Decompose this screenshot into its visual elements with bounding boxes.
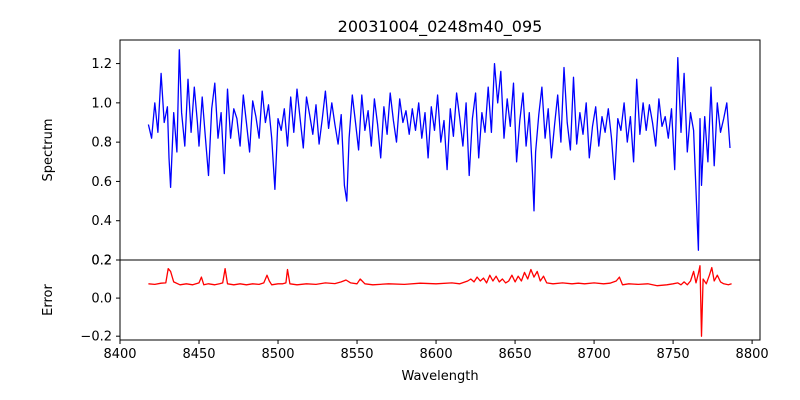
spectrum-plot-area (120, 40, 760, 260)
x-tick-label: 8750 (657, 347, 690, 362)
x-tick-label: 8450 (182, 347, 215, 362)
spectrum-series-group (147, 49, 731, 251)
spectrum-series-line (147, 49, 731, 251)
x-tick-label: 8550 (340, 347, 373, 362)
spectrum-y-ticks: 0.2 0.4 0.6 0.8 1.0 1.2 (91, 57, 120, 269)
error-panel: −0.2 0.0 0.2 Error (41, 254, 761, 345)
x-tick-label: 8500 (261, 347, 294, 362)
spectrum-y-tick-label: 1.2 (91, 57, 112, 72)
x-tick-label: 8700 (578, 347, 611, 362)
x-tick-label: 8400 (103, 347, 136, 362)
error-y-tick-label: 0.2 (91, 254, 112, 269)
x-tick-label: 8650 (499, 347, 532, 362)
spectrum-y-tick-label: 0.2 (91, 254, 112, 269)
spectrum-y-tick-label: 0.8 (91, 136, 112, 151)
error-plot-area (120, 260, 760, 340)
error-y-tick-label: 0.0 (91, 292, 112, 307)
error-series-group (148, 265, 732, 337)
chart-title: 20031004_0248m40_095 (338, 17, 543, 37)
spectrum-panel: 0.2 0.4 0.6 0.8 1.0 1.2 Spectrum (41, 39, 761, 269)
spectrum-y-tick-label: 0.6 (91, 175, 112, 190)
x-tick-label: 8600 (420, 347, 453, 362)
spectrum-y-tick-label: 0.4 (91, 214, 112, 229)
error-y-ticks: −0.2 0.0 0.2 (80, 254, 120, 345)
spectrum-y-axis-label: Spectrum (41, 119, 56, 182)
error-series-line (148, 265, 732, 337)
x-axis-ticks: 8400 8450 8500 8550 8600 8650 8700 8750 8800 (103, 340, 769, 362)
spectrum-y-tick-label: 1.0 (91, 96, 112, 111)
x-tick-label: 8800 (736, 347, 769, 362)
error-y-axis-label: Error (41, 284, 56, 316)
error-y-tick-label: −0.2 (80, 330, 112, 345)
error-frame (119, 259, 761, 341)
x-axis-label: Wavelength (401, 369, 478, 384)
